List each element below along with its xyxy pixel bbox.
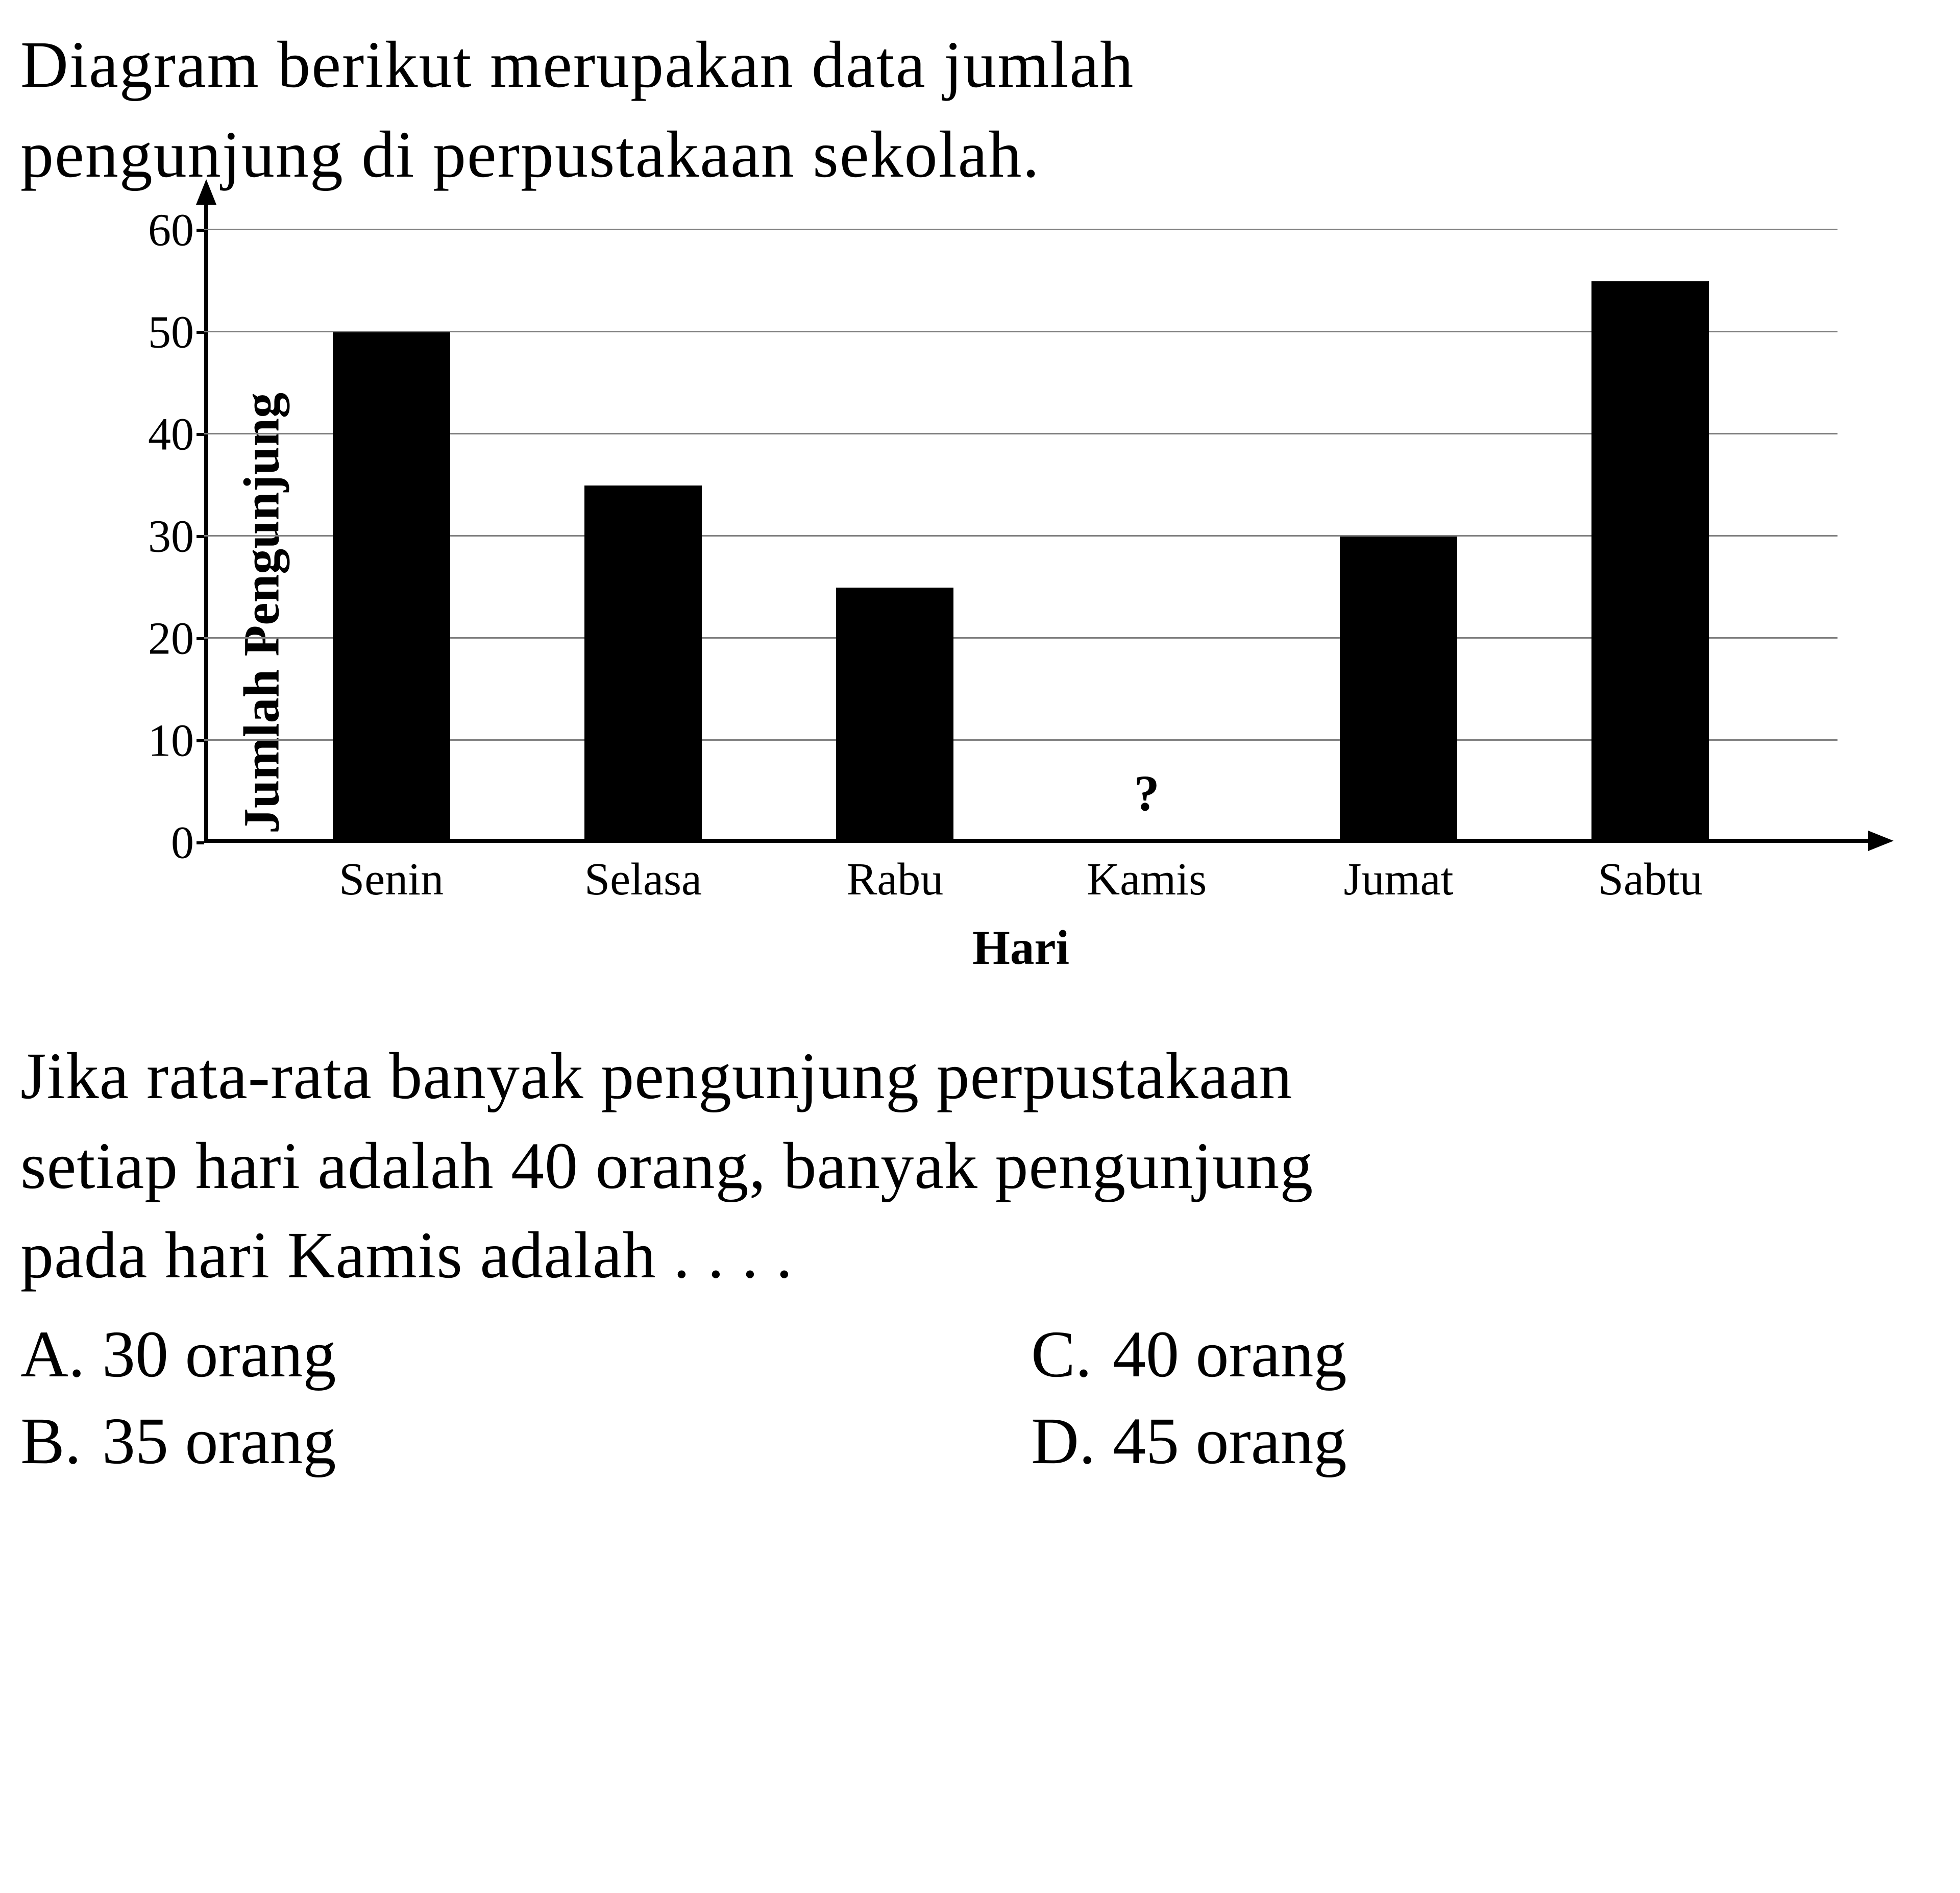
x-tick-label: Sabtu — [1598, 853, 1703, 906]
bar — [1591, 281, 1709, 843]
option-d: D. 45 orang — [1031, 1403, 1940, 1479]
followup-line-1: Jika rata-rata banyak pengunjung perpust… — [20, 1039, 1292, 1113]
question-text: Diagram berikut merupakan data jumlah pe… — [20, 20, 1940, 200]
y-tick-mark — [197, 841, 204, 844]
option-b: B. 35 orang — [20, 1403, 929, 1479]
question-line-1: Diagram berikut merupakan data jumlah — [20, 28, 1134, 102]
gridline — [204, 229, 1837, 230]
document-container: Diagram berikut merupakan data jumlah pe… — [20, 20, 1940, 1479]
y-tick-label: 30 — [128, 511, 194, 563]
option-value: 35 orang — [102, 1403, 336, 1479]
y-tick-mark — [197, 739, 204, 742]
y-tick-label: 20 — [128, 613, 194, 665]
option-letter: A. — [20, 1316, 71, 1393]
x-tick-label: Rabu — [846, 853, 943, 906]
chart-plot-area: 0102030405060 SeninSelasaRabu?KamisJumat… — [204, 230, 1837, 843]
y-tick-label: 40 — [128, 408, 194, 461]
followup-line-2: setiap hari adalah 40 orang, banyak peng… — [20, 1129, 1313, 1203]
y-tick-label: 10 — [128, 715, 194, 767]
bar — [584, 486, 702, 843]
y-tick-mark — [197, 637, 204, 640]
option-value: 30 orang — [102, 1316, 336, 1393]
bars-container: Senin Selasa Rabu ?Kamis Jumat Sabtu — [204, 230, 1837, 843]
bar-slot: Sabtu — [1579, 230, 1722, 843]
unknown-value-icon: ? — [1134, 764, 1160, 822]
bar-slot: Senin — [320, 230, 463, 843]
bar — [836, 588, 953, 843]
y-tick-mark — [197, 535, 204, 538]
option-value: 45 orang — [1113, 1403, 1347, 1479]
x-tick-label: Senin — [339, 853, 444, 906]
x-tick-label: Selasa — [584, 853, 702, 906]
bar-slot: ?Kamis — [1075, 230, 1218, 843]
option-letter: D. — [1031, 1403, 1082, 1479]
followup-text: Jika rata-rata banyak pengunjung perpust… — [20, 1032, 1940, 1301]
y-tick-label: 60 — [128, 204, 194, 257]
y-tick-mark — [197, 331, 204, 334]
answer-options: A. 30 orang C. 40 orang B. 35 orang D. 4… — [20, 1316, 1940, 1479]
x-tick-label: Kamis — [1087, 853, 1207, 906]
y-tick-label: 0 — [128, 817, 194, 869]
bar-slot: Selasa — [572, 230, 715, 843]
question-line-2: pengunjung di perpustakaan sekolah. — [20, 118, 1040, 191]
y-tick-mark — [197, 229, 204, 232]
bar-slot: Rabu — [823, 230, 966, 843]
option-value: 40 orang — [1113, 1316, 1347, 1393]
y-axis-arrow-icon — [196, 179, 216, 205]
bar-slot: Jumat — [1327, 230, 1470, 843]
option-a: A. 30 orang — [20, 1316, 929, 1393]
x-axis-arrow-icon — [1868, 831, 1894, 851]
bar — [1340, 537, 1457, 843]
option-c: C. 40 orang — [1031, 1316, 1940, 1393]
x-tick-label: Jumat — [1343, 853, 1453, 906]
y-tick-mark — [197, 433, 204, 436]
bar — [333, 332, 450, 843]
option-letter: C. — [1031, 1316, 1082, 1393]
y-tick-label: 50 — [128, 306, 194, 359]
option-letter: B. — [20, 1403, 71, 1479]
followup-line-3: pada hari Kamis adalah . . . . — [20, 1219, 793, 1292]
bar-chart: Jumlah Pengunjung 0102030405060 SeninSel… — [112, 230, 1848, 996]
x-axis-label: Hari — [204, 919, 1837, 976]
